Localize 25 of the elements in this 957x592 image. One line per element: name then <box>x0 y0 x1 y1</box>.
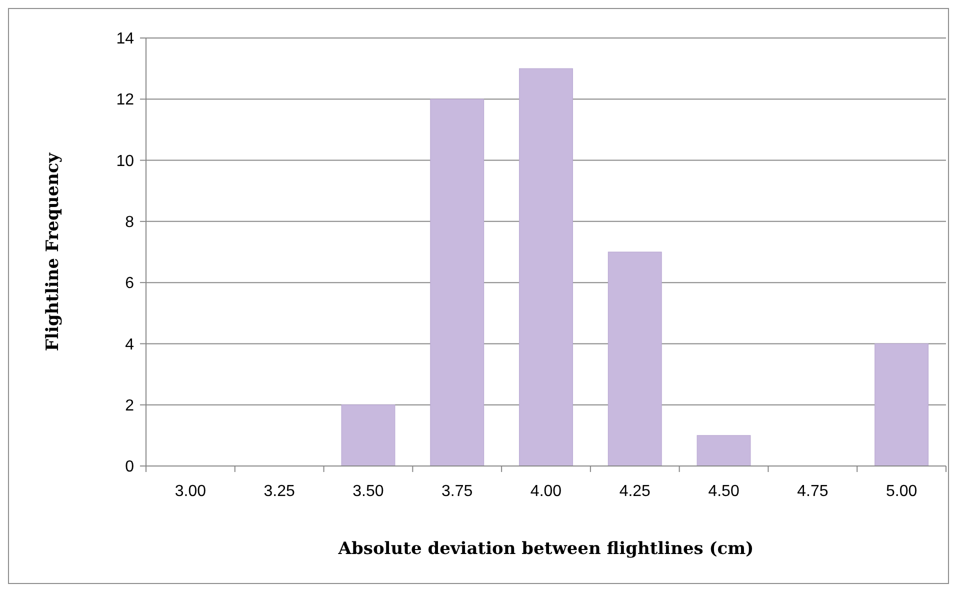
y-tick-label: 8 <box>125 214 134 232</box>
y-tick-label: 12 <box>116 92 134 109</box>
y-tick-label: 4 <box>125 336 134 354</box>
bar <box>696 435 751 466</box>
bar <box>874 343 929 466</box>
y-tick-label: 6 <box>125 275 134 292</box>
x-tick-label: 3.75 <box>442 483 473 500</box>
y-tick-label: 14 <box>116 30 134 48</box>
y-axis-title: Flightline Frequency <box>43 152 63 352</box>
bar <box>430 98 484 466</box>
bar <box>341 404 396 466</box>
x-tick-label: 4.75 <box>797 483 828 500</box>
x-tick-label: 4.50 <box>708 483 740 500</box>
bar <box>608 252 662 466</box>
x-tick-label: 4.25 <box>619 483 651 500</box>
x-tick-label: 4.00 <box>530 483 562 500</box>
x-tick-label: 3.25 <box>264 483 296 500</box>
bar <box>519 68 573 466</box>
x-axis-title: Absolute deviation between flightlines (cm) <box>337 539 754 559</box>
x-tick-label: 3.00 <box>174 483 206 500</box>
x-tick-label: 3.50 <box>352 483 384 500</box>
x-tick-label: 5.00 <box>886 483 918 500</box>
y-tick-label: 0 <box>125 458 134 476</box>
y-tick-label: 10 <box>116 152 134 170</box>
y-tick-label: 2 <box>125 397 134 414</box>
